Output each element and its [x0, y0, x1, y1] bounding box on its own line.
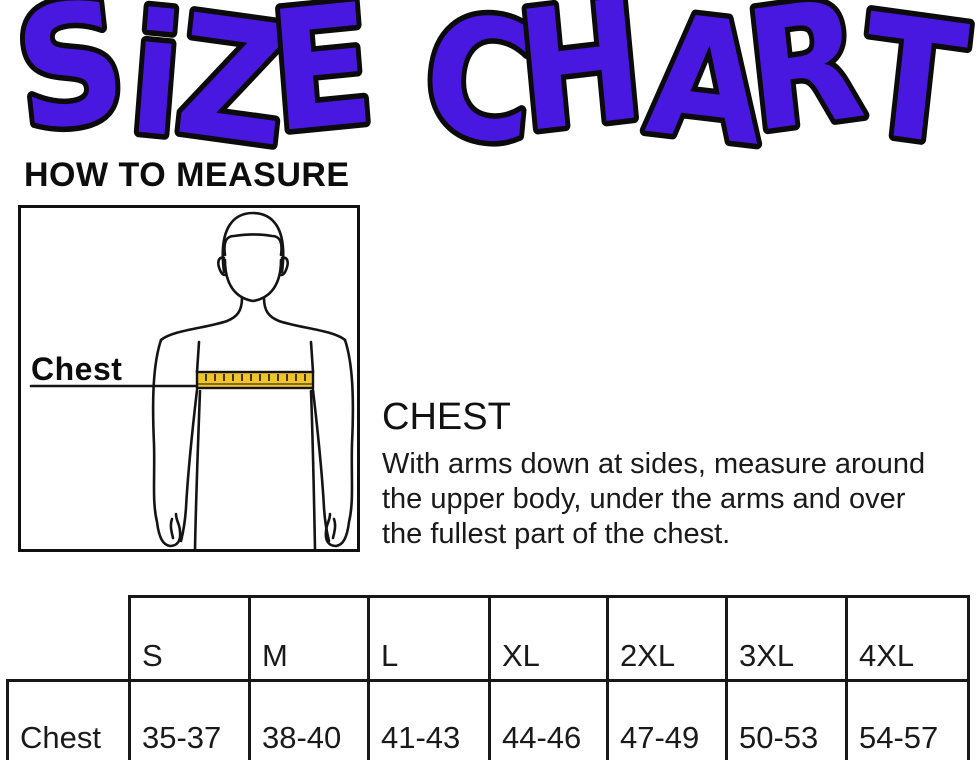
chest-measurement-cell: 47-49 — [606, 679, 728, 760]
figure-neck-shoulder-right — [262, 296, 347, 342]
size-header-row: S M L XL 2XL 3XL 4XL — [8, 595, 970, 682]
how-to-measure-heading: HOW TO MEASURE — [24, 156, 350, 194]
figure-torso-left — [193, 389, 202, 549]
chest-measurement-cell: 35-37 — [128, 679, 251, 760]
body-outline-figure — [29, 211, 355, 549]
size-column-header-m: M — [248, 595, 370, 682]
measure-diagram-box: Chest — [18, 205, 360, 552]
chest-measurement-cell: 44-46 — [488, 679, 609, 760]
chest-section-heading: CHEST — [382, 396, 511, 438]
size-chart-table: S M L XL 2XL 3XL 4XL Chest 35-37 38-40 4… — [6, 595, 970, 760]
size-column-header-s: S — [128, 595, 251, 682]
size-column-header-2xl: 2XL — [606, 595, 728, 682]
title-banner: SiZE CHART — [0, 0, 978, 152]
figure-face — [223, 258, 283, 303]
size-column-header-4xl: 4XL — [845, 595, 970, 682]
tape-ticks — [205, 374, 306, 381]
chest-row-label: Chest — [6, 679, 131, 760]
chest-measurement-cell: 50-53 — [725, 679, 848, 760]
figure-hand-left — [169, 517, 175, 540]
figure-inner-arm-left — [179, 388, 199, 543]
size-column-header-3xl: 3XL — [725, 595, 848, 682]
figure-armpit-left — [195, 340, 201, 374]
figure-ear-right — [278, 256, 289, 277]
chest-instructions-text: With arms down at sides, measure around … — [382, 448, 926, 550]
size-table-container: S M L XL 2XL 3XL 4XL Chest 35-37 38-40 4… — [6, 595, 970, 760]
figure-arm-right — [324, 338, 355, 548]
chest-diagram-label: Chest — [31, 351, 123, 387]
figure-hand-right — [331, 517, 337, 540]
chest-measurements-row: Chest 35-37 38-40 41-43 44-46 47-49 50-5… — [6, 679, 970, 760]
size-column-header-l: L — [367, 595, 491, 682]
figure-torso-right — [309, 389, 317, 549]
size-chart-title-art: SiZE CHART — [4, 0, 978, 152]
chest-measurement-cell: 41-43 — [367, 679, 491, 760]
figure-hair — [221, 211, 285, 274]
page-title: SiZE CHART — [9, 0, 973, 152]
chest-measurement-cell: 54-57 — [845, 679, 970, 760]
empty-corner-cell — [8, 597, 130, 681]
figure-neck-shoulder-left — [159, 296, 244, 342]
figure-arm-left — [151, 338, 182, 548]
figure-inner-arm-right — [311, 388, 331, 543]
chest-measurement-cell: 38-40 — [248, 679, 370, 760]
figure-hair-fringe — [223, 233, 283, 257]
figure-armpit-right — [309, 340, 315, 374]
size-column-header-xl: XL — [488, 595, 609, 682]
figure-ear-left — [217, 256, 228, 277]
